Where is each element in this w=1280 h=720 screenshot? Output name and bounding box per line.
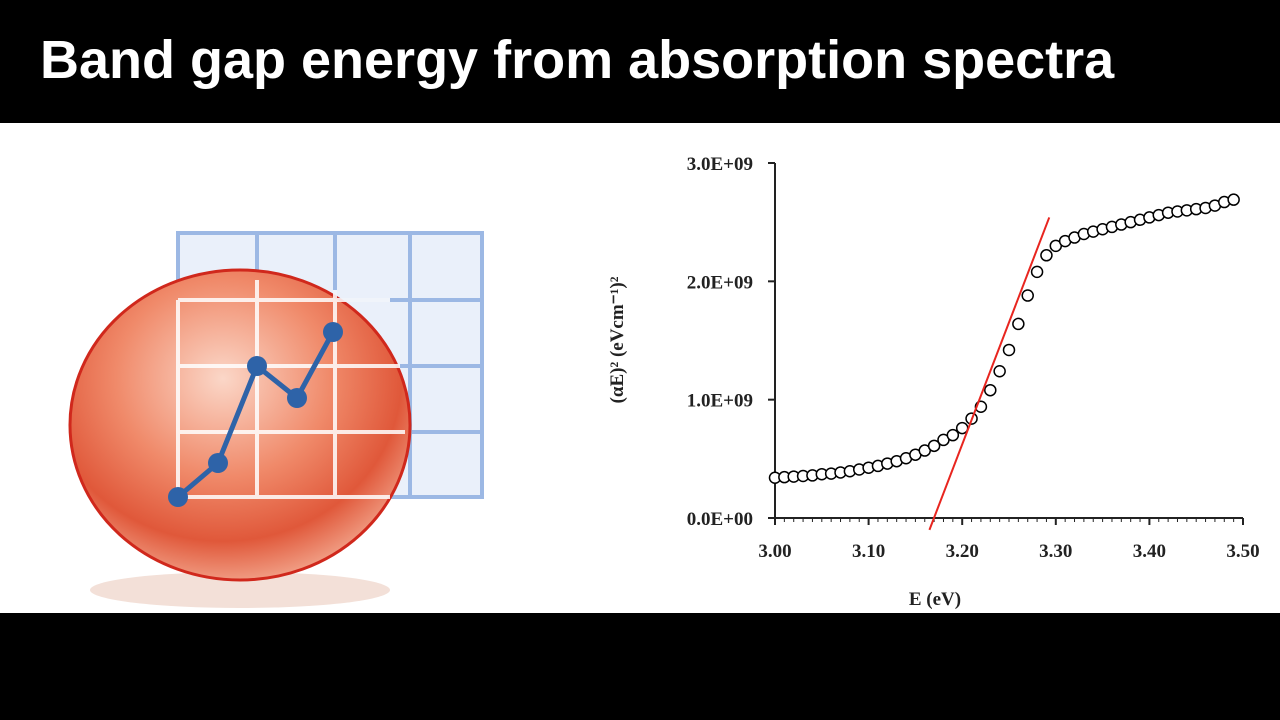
data-point — [927, 439, 941, 453]
x-tick-label: 3.30 — [1039, 541, 1072, 562]
y-tick-label: 2.0E+09 — [687, 272, 753, 293]
y-tick-label: 1.0E+09 — [687, 391, 753, 412]
x-tick-label: 3.50 — [1226, 541, 1259, 562]
data-point — [1002, 343, 1016, 357]
headline: Band gap energy from absorption spectra — [40, 30, 1115, 90]
x-tick-label: 3.00 — [758, 541, 791, 562]
data-point — [946, 428, 960, 442]
data-point — [1227, 193, 1240, 206]
bottom-bar — [0, 613, 1280, 720]
x-tick-label: 3.40 — [1133, 541, 1166, 562]
y-tick-label: 0.0E+00 — [687, 509, 753, 530]
data-point — [993, 365, 1006, 378]
x-tick-label: 3.10 — [852, 541, 885, 562]
plot: E (eV) (αE)² (eVcm⁻¹)² 0.0E+00 1.0E+09 2.0… — [607, 154, 1260, 610]
chart-icon — [68, 231, 484, 608]
data-point — [1021, 289, 1034, 302]
x-tick-label: 3.20 — [946, 541, 979, 562]
data-point — [1012, 317, 1025, 331]
data-point — [1030, 265, 1044, 279]
top-bar — [0, 0, 1280, 123]
x-axis-title: E (eV) — [909, 589, 961, 610]
fit-line — [928, 217, 1051, 531]
y-axis-title: (αE)² (eVcm⁻¹)² — [607, 276, 628, 403]
data-point — [1040, 249, 1053, 262]
data-point — [984, 383, 997, 397]
y-tick-label: 3.0E+09 — [687, 154, 753, 175]
